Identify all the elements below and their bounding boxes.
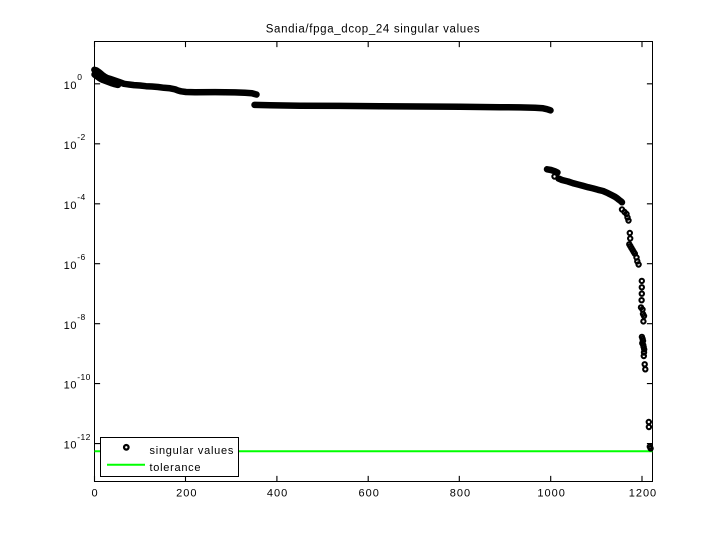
svg-text:10: 10 (64, 200, 78, 212)
svg-text:10: 10 (64, 140, 78, 152)
svg-text:10: 10 (64, 260, 78, 272)
svg-text:tolerance: tolerance (150, 462, 202, 474)
svg-text:10: 10 (64, 380, 78, 392)
svg-text:10: 10 (64, 320, 78, 332)
svg-text:-8: -8 (77, 312, 85, 322)
svg-text:1000: 1000 (537, 488, 565, 500)
svg-text:10: 10 (64, 80, 78, 92)
svg-text:400: 400 (267, 488, 288, 500)
svg-text:Sandia/fpga_dcop_24 singular v: Sandia/fpga_dcop_24 singular values (266, 23, 481, 35)
svg-text:-12: -12 (77, 432, 91, 442)
svg-text:-2: -2 (77, 132, 85, 142)
svg-text:0: 0 (77, 72, 82, 82)
svg-text:-6: -6 (77, 252, 85, 262)
svg-text:1200: 1200 (629, 488, 657, 500)
svg-text:10: 10 (64, 440, 78, 452)
svg-text:singular values: singular values (150, 445, 235, 457)
svg-text:-10: -10 (77, 372, 91, 382)
svg-text:-4: -4 (77, 192, 85, 202)
svg-text:200: 200 (176, 488, 197, 500)
svg-text:600: 600 (358, 488, 379, 500)
svg-text:800: 800 (450, 488, 471, 500)
svg-text:0: 0 (92, 488, 99, 500)
